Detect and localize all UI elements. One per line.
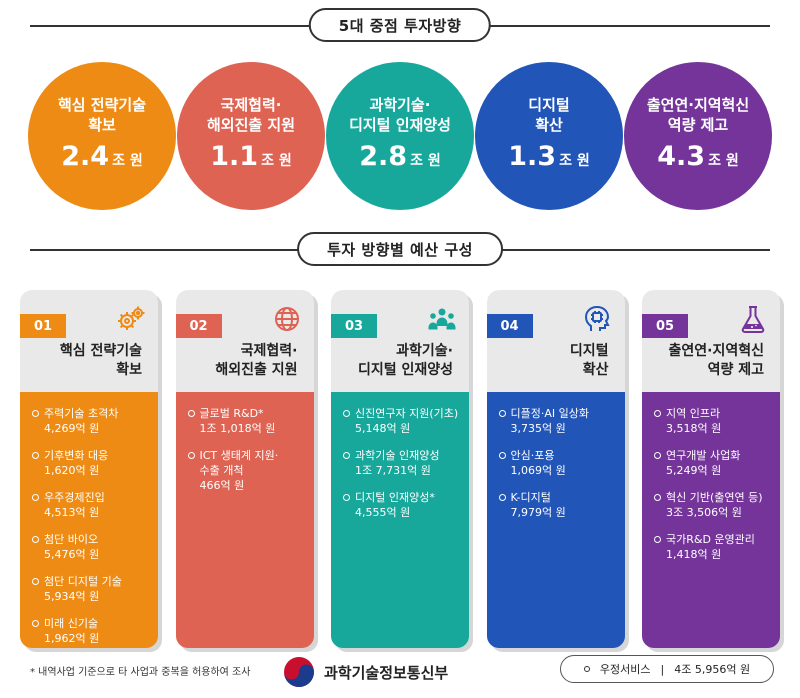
list-item: 과학기술 인재양성 1조 7,731억 원 [343,448,459,478]
ministry-name: 과학기술정보통신부 [324,663,449,682]
card-number: 02 [175,314,222,338]
budget-card-2: 02 국제협력· 해외진출 지원 글로벌 R&D* 1조 1,018억 원 ICT… [175,290,318,652]
footnote: * 내역사업 기준으로 타 사업과 중복을 허용하여 조사 [30,667,251,678]
card-number: 03 [331,314,377,338]
priority-title: 핵심 전략기술 확보 [57,96,147,134]
card-items: 글로벌 R&D* 1조 1,018억 원 ICT 생태계 지원· 수출 개척 466… [175,392,314,648]
section-header-priorities: 5대 중점 투자방향 [0,8,800,42]
list-item: 국가R&D 운영관리 1,418억 원 [654,532,770,562]
list-item: 글로벌 R&D* 1조 1,018억 원 [187,406,304,436]
section-header-budget: 투자 방향별 예산 구성 [0,232,800,266]
priority-circles: 핵심 전략기술 확보 2.4 조 원 국제협력· 해외진출 지원 1.1 조 원 과… [28,62,772,212]
card-title: 핵심 전략기술 확보 [59,343,142,378]
priority-amount: 2.8 조 원 [359,141,441,172]
summary-label: 우정서비스 [599,663,651,676]
priority-circle-5: 출연연·지역혁신 역량 제고 4.3 조 원 [624,62,772,210]
card-title: 디지털 확산 [569,343,609,378]
priority-amount: 4.3 조 원 [657,141,739,172]
gears-icon [118,306,145,330]
card-items: 디플정·AI 일상화 3,735억 원 안심·포용 1,069억 원 K-디지털 7,… [486,392,625,648]
list-item: 안심·포용 1,069억 원 [498,448,615,478]
card-number: 04 [486,314,533,338]
section-title: 투자 방향별 예산 구성 [297,232,503,266]
priority-title: 디지털 확산 [528,96,570,134]
ministry-logo: 과학기술정보통신부 [282,655,448,689]
priority-amount: 1.3 조 원 [508,141,590,172]
priority-title: 출연연·지역혁신 역량 제고 [646,96,750,134]
priority-amount: 1.1 조 원 [210,141,292,172]
budget-card-4: 04 디지털 확산 디플정·AI 일상화 3,735억 원 안심·포용 1,069억… [486,290,629,652]
list-item: 미래 신기술 1,962억 원 [32,616,148,646]
budget-cards: 01 핵심 전략기술 확보 주력기술 초격차 4,269억 원 기후변화 대응 1,… [20,290,784,652]
flask-icon [741,306,765,333]
card-title: 과학기술· 디지털 인재양성 [357,343,453,378]
taegeuk-icon [284,657,314,687]
summary-separator: | [660,662,665,676]
priority-circle-3: 과학기술· 디지털 인재양성 2.8 조 원 [326,62,474,210]
card-title: 출연연·지역혁신 역량 제고 [668,343,764,378]
priority-circle-2: 국제협력· 해외진출 지원 1.1 조 원 [177,62,325,210]
list-item: 첨단 디지털 기술 5,934억 원 [32,574,148,604]
people-icon [428,308,456,330]
priority-circle-4: 디지털 확산 1.3 조 원 [475,62,623,210]
summary-amount: 4조 5,956억 원 [674,663,751,676]
list-item: 연구개발 사업화 5,249억 원 [654,448,770,478]
card-number: 01 [20,314,66,338]
list-item: ICT 생태계 지원· 수출 개척 466억 원 [187,448,304,493]
list-item: 신진연구자 지원(기초) 5,148억 원 [343,406,459,436]
priority-title: 과학기술· 디지털 인재양성 [349,96,451,134]
list-item: 첨단 바이오 5,476억 원 [32,532,148,562]
card-items: 신진연구자 지원(기초) 5,148억 원 과학기술 인재양성 1조 7,731억 … [331,392,469,648]
ai-head-icon [584,305,610,331]
section-title: 5대 중점 투자방향 [308,8,492,42]
card-items: 주력기술 초격차 4,269억 원 기후변화 대응 1,620억 원 우주경제진입 4… [20,392,158,648]
list-item: 혁신 기반(출연연 등) 3조 3,506억 원 [654,490,770,520]
card-title: 국제협력· 해외진출 지원 [215,343,298,378]
priority-title: 국제협력· 해외진출 지원 [206,96,296,134]
list-item: 기후변화 대응 1,620억 원 [32,448,148,478]
postal-service-summary: 우정서비스 | 4조 5,956억 원 [560,655,774,683]
globe-icon [274,307,299,331]
budget-card-3: 03 과학기술· 디지털 인재양성 신진연구자 지원(기초) 5,148억 원 과… [331,290,473,652]
budget-card-1: 01 핵심 전략기술 확보 주력기술 초격차 4,269억 원 기후변화 대응 1,… [20,290,162,652]
card-number: 05 [642,314,688,338]
list-item: 디지털 인재양성* 4,555억 원 [343,490,459,520]
budget-card-5: 05 출연연·지역혁신 역량 제고 지역 인프라 3,518억 원 연구개발 사업… [642,290,784,652]
list-item: 주력기술 초격차 4,269억 원 [32,406,148,436]
list-item: 우주경제진입 4,513억 원 [32,490,148,520]
priority-circle-1: 핵심 전략기술 확보 2.4 조 원 [28,62,176,210]
list-item: 지역 인프라 3,518억 원 [654,406,770,436]
priority-amount: 2.4 조 원 [61,141,143,172]
card-items: 지역 인프라 3,518억 원 연구개발 사업화 5,249억 원 혁신 기반(출연… [642,392,780,648]
list-item: 디플정·AI 일상화 3,735억 원 [498,406,615,436]
list-item: K-디지털 7,979억 원 [498,490,615,520]
bullet-icon [583,666,590,672]
